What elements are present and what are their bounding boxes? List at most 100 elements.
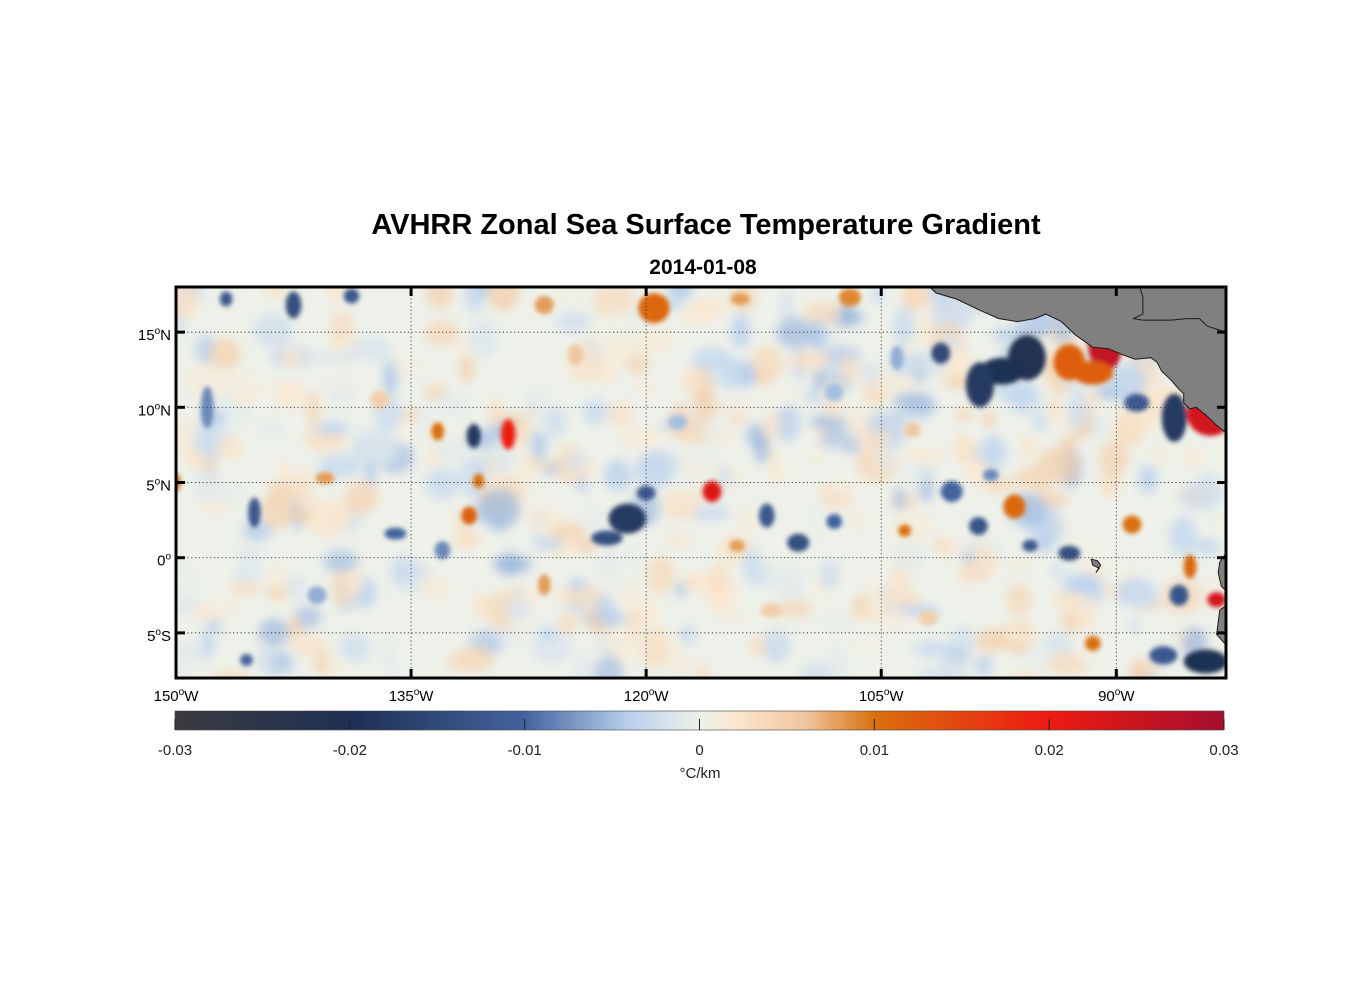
texture-blob [549, 522, 587, 540]
sst-feature [931, 342, 951, 364]
texture-blob [887, 408, 927, 422]
texture-blob [710, 562, 730, 596]
texture-blob [819, 559, 840, 590]
texture-blob [346, 564, 364, 598]
sst-feature [473, 473, 484, 489]
texture-blob [209, 338, 241, 370]
texture-blob [338, 633, 372, 662]
texture-blob [807, 501, 820, 538]
texture-blob [176, 450, 187, 479]
texture-blob [176, 666, 188, 678]
texture-blob [840, 300, 854, 329]
texture-blob [523, 385, 551, 426]
texture-blob [176, 287, 199, 320]
texture-blob [702, 415, 721, 451]
texture-blob [1129, 657, 1150, 678]
x-tick-label: 135oW [389, 687, 435, 705]
sst-feature [1169, 584, 1189, 606]
texture-blob [266, 480, 295, 504]
texture-blob [776, 317, 813, 348]
sst-feature [838, 288, 861, 307]
sst-feature [826, 514, 842, 530]
sst-feature [1022, 539, 1038, 552]
texture-blob [663, 489, 700, 521]
texture-blob [525, 508, 564, 529]
texture-blob [578, 537, 597, 553]
texture-blob [913, 640, 955, 657]
map-area [176, 287, 1226, 678]
texture-blob [1043, 493, 1068, 508]
texture-blob [582, 399, 608, 425]
texture-blob [975, 629, 1008, 651]
texture-blob [1105, 627, 1136, 664]
texture-blob [390, 554, 416, 591]
texture-blob [619, 426, 663, 449]
sst-feature [608, 503, 647, 534]
sst-feature [384, 527, 407, 540]
sst-feature [285, 291, 302, 319]
texture-blob [505, 599, 531, 620]
texture-blob [884, 590, 923, 607]
texture-blob [555, 311, 591, 332]
texture-blob [824, 613, 856, 630]
texture-blob [260, 287, 291, 297]
texture-blob [828, 644, 847, 678]
texture-blob [1127, 616, 1141, 635]
sst-feature [1003, 494, 1026, 519]
texture-blob [216, 435, 244, 460]
texture-blob [1074, 615, 1097, 629]
texture-blob [775, 405, 801, 443]
texture-blob [599, 547, 616, 582]
texture-blob [424, 468, 461, 499]
texture-blob [210, 670, 251, 678]
texture-blob [545, 406, 566, 439]
texture-blob [689, 506, 731, 520]
texture-blob [1022, 642, 1053, 673]
texture-blob [424, 450, 441, 467]
y-tick-label: 0o [157, 552, 171, 570]
texture-blob [763, 629, 791, 664]
texture-blob [756, 383, 794, 406]
sst-feature [1124, 393, 1150, 412]
sst-feature [248, 497, 261, 528]
sst-feature [965, 362, 995, 408]
texture-blob [237, 546, 264, 566]
texture-blob [285, 574, 308, 602]
texture-blob [737, 363, 757, 388]
texture-blob [515, 425, 530, 447]
texture-blob [777, 599, 814, 618]
texture-blob [938, 652, 970, 678]
texture-blob [620, 583, 651, 617]
texture-blob [315, 421, 350, 436]
texture-blob [772, 565, 805, 602]
sst-feature [307, 586, 327, 605]
y-tick-label: 10oN [138, 401, 171, 419]
texture-blob [425, 320, 459, 347]
y-tick-label: 5oS [147, 627, 171, 645]
x-tick-labels: 150oW 135oW 120oW 105oW 90oW [154, 687, 1136, 705]
texture-blob [1047, 651, 1088, 676]
sst-feature [534, 296, 554, 314]
texture-blob [233, 564, 260, 585]
sst-feature [1058, 545, 1081, 561]
sst-feature [240, 654, 253, 666]
texture-blob [634, 452, 672, 490]
texture-blob [401, 408, 420, 422]
texture-blob [321, 362, 363, 396]
texture-blob [663, 533, 691, 547]
texture-blob [1178, 483, 1218, 512]
sst-feature [890, 345, 904, 370]
colorbar-tick-label: -0.03 [158, 742, 192, 759]
texture-blob [315, 349, 356, 366]
texture-blob [596, 313, 636, 346]
texture-blob [1031, 414, 1049, 431]
texture-blob [594, 655, 624, 678]
texture-blob [694, 663, 711, 678]
texture-blob [252, 380, 270, 394]
texture-blob [572, 656, 598, 678]
texture-blob [304, 498, 348, 538]
sst-feature [1161, 393, 1187, 442]
sst-feature [668, 414, 687, 430]
colorbar-tick-label: 0.02 [1035, 742, 1064, 759]
